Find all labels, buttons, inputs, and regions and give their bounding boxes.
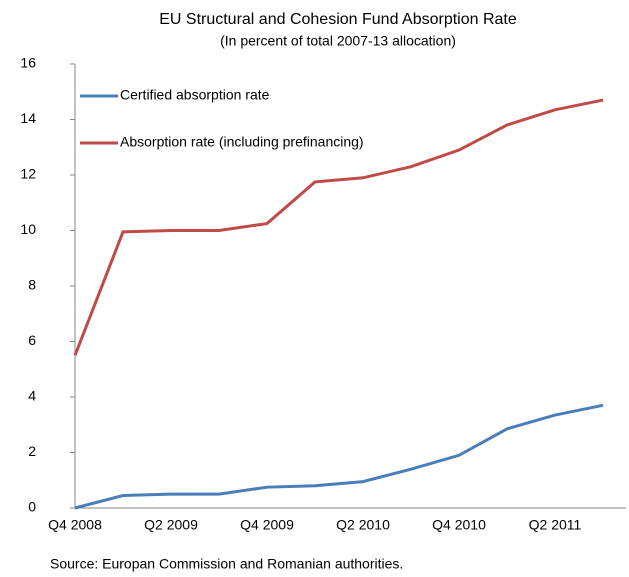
y-tick-label: 8 xyxy=(28,277,36,293)
x-tick-label: Q2 2009 xyxy=(144,517,198,533)
legend-label: Absorption rate (including prefinancing) xyxy=(120,134,364,150)
x-tick-label: Q4 2009 xyxy=(240,517,294,533)
x-tick-label: Q2 2011 xyxy=(529,517,582,533)
chart-subtitle: (In percent of total 2007-13 allocation) xyxy=(220,33,456,49)
y-tick-label: 4 xyxy=(28,388,36,404)
chart-title: EU Structural and Cohesion Fund Absorpti… xyxy=(159,11,517,28)
y-tick-label: 12 xyxy=(20,166,36,182)
y-tick-label: 10 xyxy=(20,221,36,237)
x-tick-label: Q4 2010 xyxy=(432,517,486,533)
y-tick-label: 16 xyxy=(20,55,36,71)
y-tick-label: 6 xyxy=(28,332,36,348)
y-tick-label: 14 xyxy=(20,110,36,126)
y-tick-label: 0 xyxy=(28,499,36,515)
legend-label: Certified absorption rate xyxy=(120,87,270,103)
y-tick-label: 2 xyxy=(28,443,36,459)
data-line xyxy=(74,403,604,510)
source-note: Source: Europan Commission and Romanian … xyxy=(50,556,403,572)
x-tick-label: Q4 2008 xyxy=(48,517,102,533)
x-tick-label: Q2 2010 xyxy=(336,517,390,533)
data-line xyxy=(73,98,604,356)
